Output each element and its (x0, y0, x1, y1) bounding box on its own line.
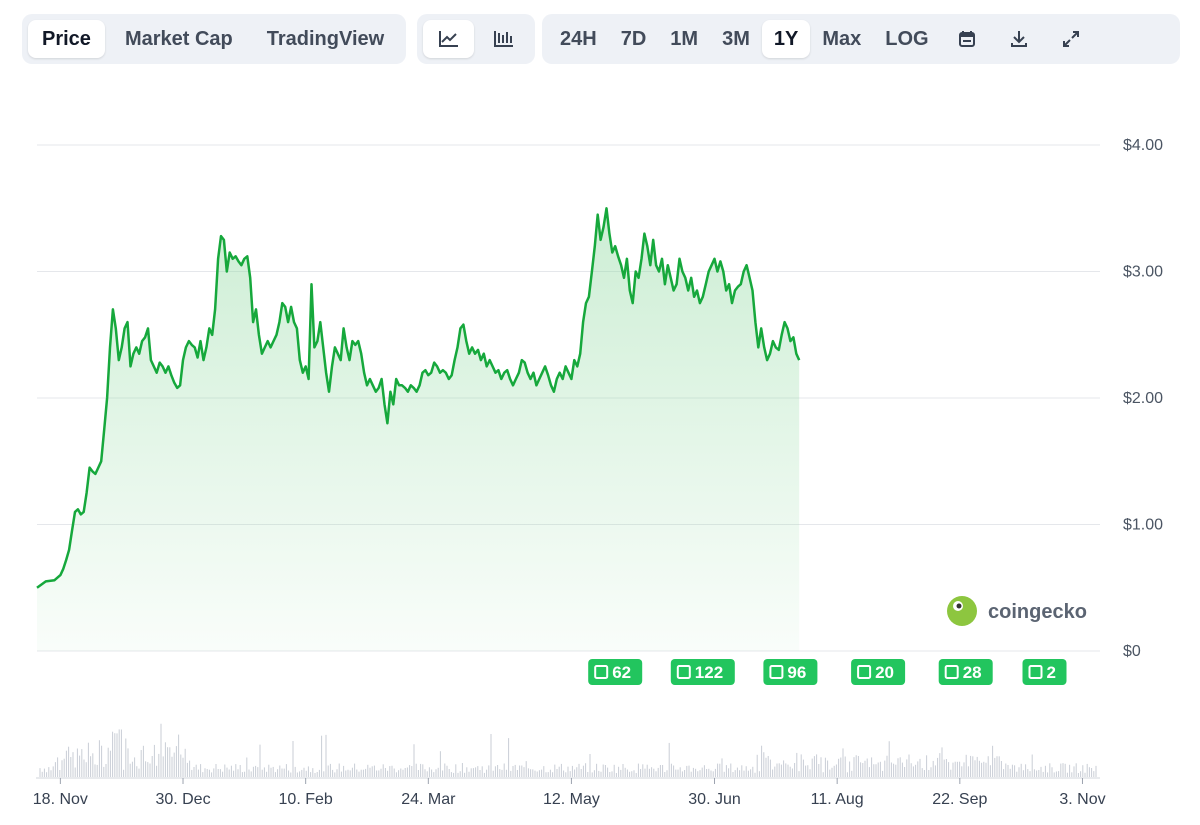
news-badge[interactable]: 62 (588, 659, 643, 685)
newspaper-icon (769, 665, 784, 679)
range-1m[interactable]: 1M (670, 27, 699, 50)
newspaper-icon (944, 665, 959, 679)
x-tick-label: 18. Nov (33, 791, 88, 808)
tab-price[interactable]: Price (28, 20, 105, 58)
range-log[interactable]: LOG (885, 27, 929, 50)
line-chart-icon[interactable] (423, 20, 474, 58)
range-tab-group: 24H 7D 1M 3M 1Y Max LOG (542, 14, 1180, 64)
news-badge-count: 28 (963, 663, 982, 682)
news-badge[interactable]: 2 (1022, 659, 1067, 685)
gecko-logo-icon (947, 596, 977, 626)
candlestick-chart-icon[interactable] (478, 20, 529, 58)
news-badge-count: 96 (787, 663, 806, 682)
x-tick-label: 30. Jun (688, 791, 740, 808)
range-3m[interactable]: 3M (722, 27, 750, 50)
range-max[interactable]: Max (822, 27, 862, 50)
x-tick-label: 3. Nov (1059, 791, 1105, 808)
newspaper-icon (1028, 665, 1043, 679)
news-badge-count: 2 (1047, 663, 1056, 682)
y-tick-label: $1.00 (1123, 517, 1163, 534)
x-tick-label: 12. May (543, 791, 600, 808)
tab-market-cap[interactable]: Market Cap (124, 27, 233, 50)
news-badge-count: 20 (875, 663, 894, 682)
range-1y[interactable]: 1Y (761, 20, 811, 58)
news-badge-count: 62 (612, 663, 631, 682)
chart-toolbar: Price Market Cap TradingView 24H 7D 1M 3… (22, 14, 1180, 66)
y-tick-label: $4.00 (1123, 137, 1163, 154)
coingecko-watermark: coingecko (947, 596, 1087, 626)
calendar-icon[interactable] (941, 20, 993, 58)
x-tick-label: 22. Sep (932, 791, 987, 808)
y-tick-label: $2.00 (1123, 390, 1163, 407)
x-axis-labels: 18. Nov 30. Dec 10. Feb 24. Mar 12. May 30. J… (33, 778, 1106, 808)
news-badge-count: 122 (695, 663, 723, 682)
news-badge[interactable]: 28 (938, 659, 993, 685)
fullscreen-icon[interactable] (1045, 20, 1097, 58)
y-tick-label: $0 (1123, 643, 1141, 660)
price-line[interactable] (36, 207, 801, 589)
gecko-logo-pupil (956, 603, 962, 609)
newspaper-icon (594, 665, 609, 679)
y-tick-label: $3.00 (1123, 264, 1163, 281)
y-axis-labels: $0 $1.00 $2.00 $3.00 $4.00 (1123, 137, 1163, 660)
newspaper-icon (857, 665, 872, 679)
news-badge[interactable]: 122 (670, 659, 735, 685)
download-icon[interactable] (993, 20, 1045, 58)
range-24h[interactable]: 24H (560, 27, 597, 50)
x-tick-label: 30. Dec (155, 791, 210, 808)
newspaper-icon (676, 665, 691, 679)
x-tick-label: 11. Aug (811, 791, 864, 808)
news-badge[interactable]: 96 (763, 659, 818, 685)
view-tab-group: Price Market Cap TradingView (22, 14, 406, 64)
price-area-fill (37, 208, 800, 652)
x-tick-label: 24. Mar (401, 791, 456, 808)
news-badges: 62 122 96 20 28 2 (588, 659, 1067, 685)
watermark-text: coingecko (988, 601, 1087, 623)
news-badge[interactable]: 20 (851, 659, 906, 685)
chart-type-group (417, 14, 535, 64)
tab-tradingview[interactable]: TradingView (266, 27, 385, 50)
x-tick-label: 10. Feb (279, 791, 333, 808)
range-7d[interactable]: 7D (620, 27, 647, 50)
volume-bars (39, 723, 1097, 777)
